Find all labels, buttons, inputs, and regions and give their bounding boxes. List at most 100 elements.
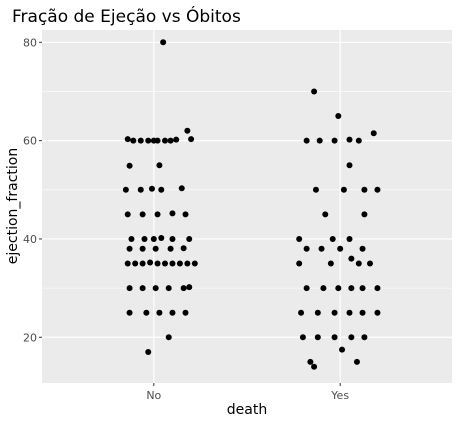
data-point-no (126, 245, 133, 252)
x-axis-title: death (227, 402, 267, 418)
data-point-no (124, 136, 131, 143)
data-point-no (139, 285, 146, 292)
data-point-yes (370, 130, 377, 137)
data-point-no (139, 211, 146, 218)
data-point-no (184, 260, 191, 267)
data-point-yes (331, 309, 338, 316)
data-point-yes (303, 137, 310, 144)
data-point-no (147, 259, 154, 266)
data-point-no (186, 235, 193, 242)
data-point-yes (311, 88, 318, 95)
data-point-yes (361, 186, 368, 193)
x-tick-label: No (146, 389, 161, 402)
data-point-no (176, 260, 183, 267)
data-point-yes (374, 309, 381, 316)
data-point-no (191, 260, 198, 267)
data-point-no (178, 185, 185, 192)
data-point-no (156, 309, 163, 316)
minor-gridlines (42, 91, 452, 289)
y-tick-label: 40 (23, 233, 37, 246)
data-point-no (124, 260, 131, 267)
data-point-no (160, 39, 167, 46)
data-point-yes (335, 113, 342, 120)
data-point-yes (348, 334, 355, 341)
data-point-yes (359, 309, 366, 316)
data-point-yes (348, 255, 355, 262)
data-point-no (132, 260, 139, 267)
data-point-no (137, 186, 144, 193)
data-point-no (126, 309, 133, 316)
data-point-yes (311, 363, 318, 370)
y-tick-label: 80 (23, 36, 37, 49)
data-point-no (126, 285, 133, 292)
data-point-yes (312, 186, 319, 193)
data-point-no (128, 235, 135, 242)
data-point-no (141, 235, 148, 242)
data-point-no (137, 137, 144, 144)
data-point-no (180, 285, 187, 292)
x-tick-label: Yes (330, 389, 349, 402)
data-point-no (158, 234, 165, 241)
data-point-no (152, 285, 159, 292)
data-point-yes (367, 260, 373, 267)
data-point-yes (346, 235, 353, 242)
data-points (122, 39, 381, 370)
data-point-no (169, 309, 176, 316)
data-point-no (139, 245, 146, 252)
data-point-yes (331, 137, 338, 144)
data-point-no (148, 185, 155, 192)
data-point-yes (329, 235, 336, 242)
data-point-yes (353, 358, 360, 365)
data-point-yes (346, 162, 353, 169)
data-point-no (167, 245, 174, 252)
data-point-no (169, 260, 176, 267)
data-point-no (169, 235, 176, 242)
data-point-yes (346, 136, 353, 143)
data-point-no (122, 186, 129, 193)
major-gridlines (42, 30, 452, 383)
data-point-yes (335, 285, 342, 292)
data-point-no (150, 235, 157, 242)
x-axis-ticks: No Yes (146, 383, 349, 402)
y-tick-label: 20 (23, 331, 37, 344)
data-point-no (167, 137, 174, 144)
data-point-no (154, 137, 161, 144)
data-point-yes (337, 245, 344, 252)
data-point-no (180, 245, 187, 252)
y-axis-title: ejection_fraction (5, 148, 21, 264)
y-tick-label: 60 (23, 135, 37, 148)
data-point-no (145, 349, 152, 356)
data-point-yes (314, 334, 321, 341)
data-point-yes (340, 186, 347, 193)
chart-title: Fração de Ejeção vs Óbitos (12, 5, 241, 27)
data-point-yes (355, 260, 362, 267)
data-point-yes (296, 235, 303, 242)
data-point-no (126, 162, 133, 169)
data-point-yes (322, 211, 329, 218)
plot-panel (42, 30, 452, 383)
data-point-no (186, 284, 193, 291)
data-point-yes (339, 346, 346, 353)
data-point-no (143, 309, 150, 316)
data-point-yes (361, 211, 368, 218)
data-point-yes (303, 245, 310, 252)
data-point-yes (348, 285, 355, 292)
data-point-yes (346, 309, 353, 316)
data-point-yes (299, 334, 306, 341)
data-point-yes (318, 245, 325, 252)
data-point-no (154, 211, 161, 218)
data-point-no (152, 245, 159, 252)
y-axis-ticks: 20 40 60 80 (23, 36, 42, 344)
data-point-no (188, 136, 195, 143)
data-point-yes (303, 285, 310, 292)
data-point-yes (327, 260, 334, 267)
data-point-no (162, 260, 168, 267)
data-point-no (173, 136, 180, 143)
data-point-no (165, 285, 172, 292)
data-point-no (139, 260, 146, 267)
data-point-no (154, 260, 161, 267)
data-point-yes (298, 309, 305, 316)
data-point-yes (359, 245, 366, 252)
data-point-no (162, 137, 168, 144)
